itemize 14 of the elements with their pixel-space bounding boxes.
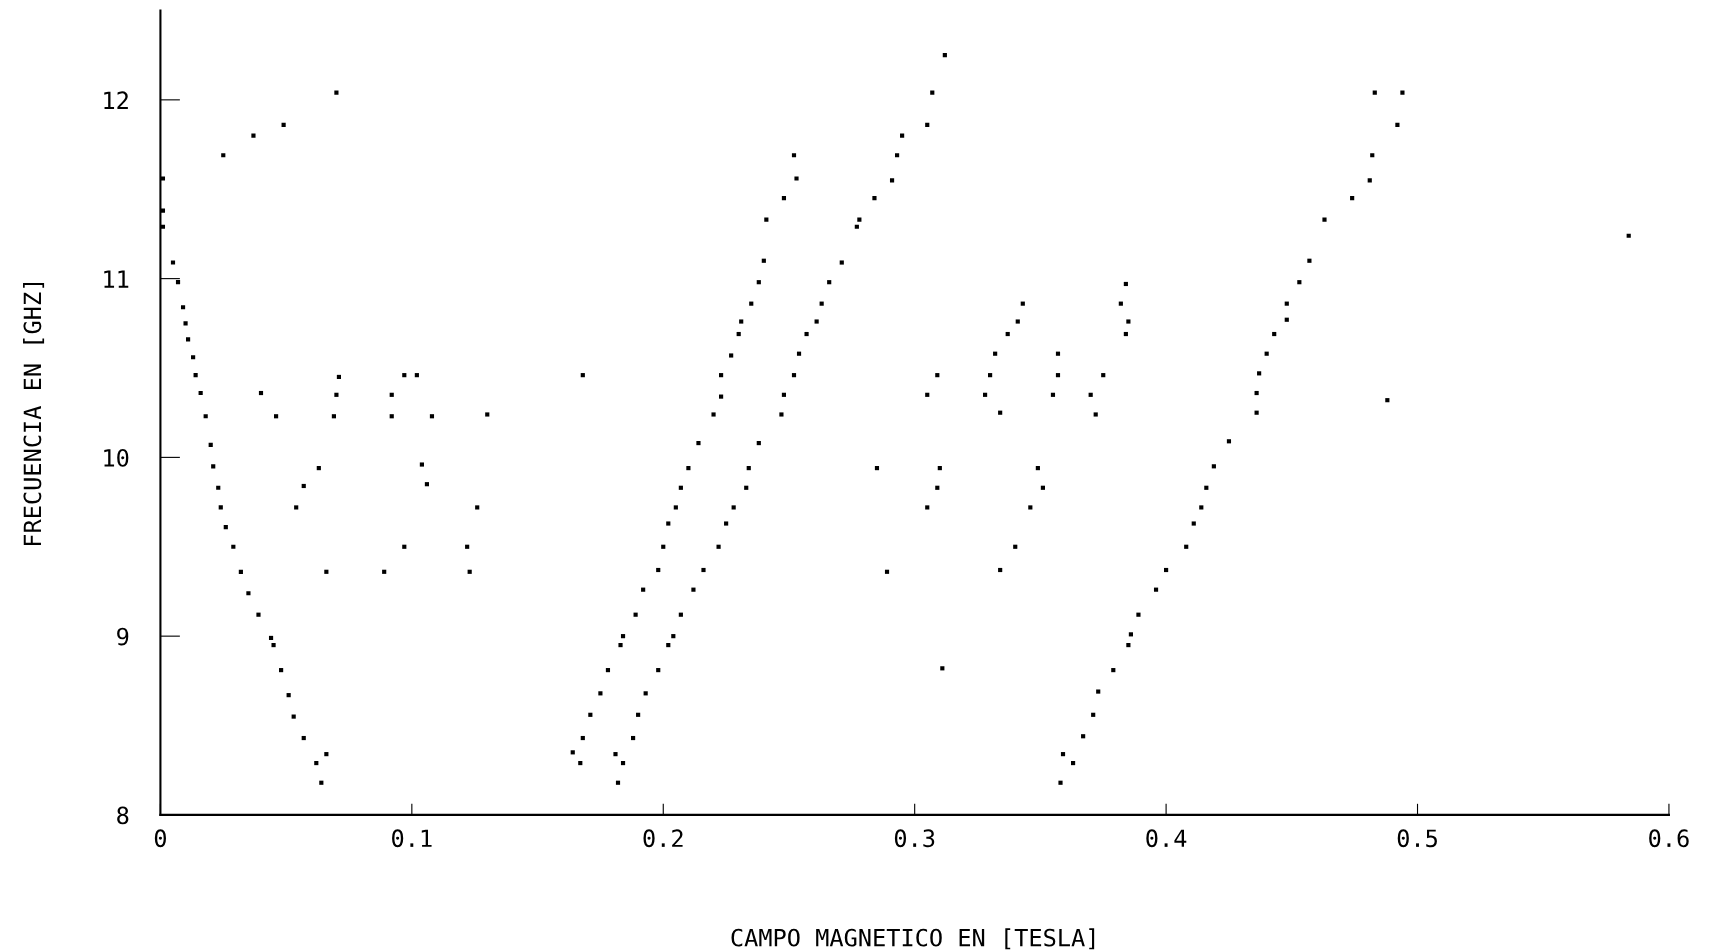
x-axis-title: CAMPO MAGNETICO EN [TESLA] [731, 928, 1095, 950]
x-tick-label: 0.5 [1397, 829, 1437, 848]
y-tick-label: 12 [104, 91, 128, 109]
x-tick-label: 0.1 [392, 829, 432, 848]
x-tick-label: 0.2 [643, 829, 683, 848]
y-tick-label: 11 [104, 270, 129, 288]
x-tick-label: 0.3 [894, 829, 935, 848]
y-tick-label: 10 [104, 448, 129, 467]
x-tick-label: 0.6 [1649, 829, 1689, 848]
y-tick-label: 9 [117, 627, 129, 646]
y-tick-label: 8 [117, 806, 129, 825]
x-tick-label: 0 [154, 829, 166, 848]
y-axis-title: FRECUENCIA EN [GHZ] [23, 282, 45, 546]
x-tick-label: 0.4 [1146, 829, 1187, 848]
